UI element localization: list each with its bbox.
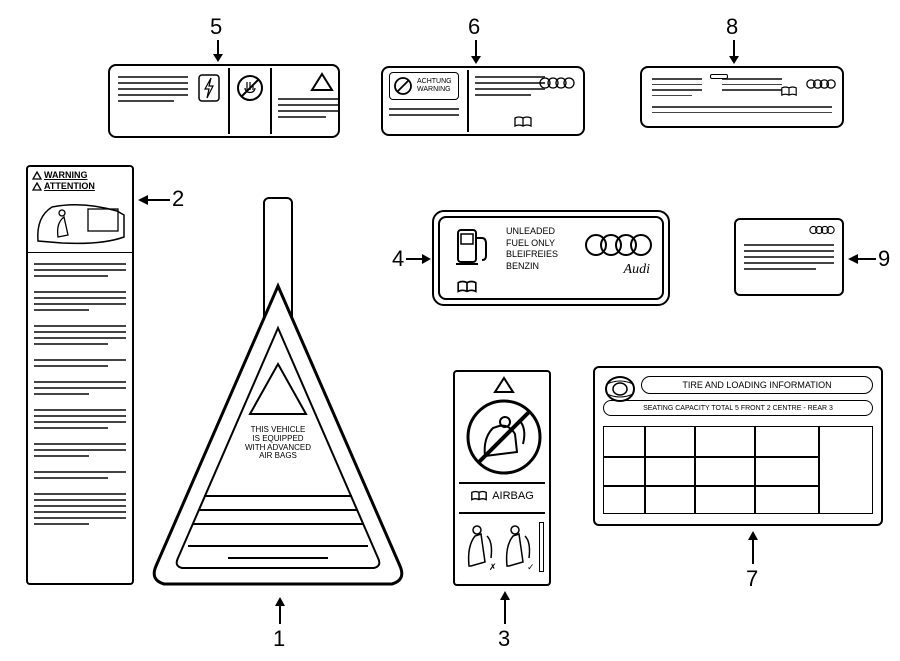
label-1-triangle bbox=[148, 196, 408, 594]
callout-6: 6 bbox=[468, 14, 480, 40]
callout-4: 4 bbox=[392, 246, 404, 272]
audi-rings-icon bbox=[539, 76, 575, 90]
label-5 bbox=[108, 64, 340, 138]
tire-seating: SEATING CAPACITY TOTAL 5 FRONT 2 CENTRE … bbox=[603, 400, 873, 416]
seat-diagram-right-icon: ✓ bbox=[501, 522, 535, 572]
bolt-icon bbox=[198, 74, 220, 102]
callout-5: 5 bbox=[210, 14, 222, 40]
book-icon bbox=[456, 280, 478, 294]
audi-rings-icon bbox=[808, 225, 836, 235]
label-7: TIRE AND LOADING INFORMATION SEATING CAP… bbox=[593, 366, 883, 526]
book-icon bbox=[513, 116, 533, 128]
warning-triangle-icon bbox=[310, 72, 334, 92]
fuel-l2: FUEL ONLY bbox=[506, 238, 558, 250]
svg-text:✗: ✗ bbox=[489, 562, 497, 572]
no-touch-icon bbox=[236, 74, 264, 102]
audi-rings-icon bbox=[806, 78, 836, 90]
label-9 bbox=[734, 218, 844, 296]
arrow-7 bbox=[746, 530, 760, 564]
svg-text:✓: ✓ bbox=[527, 562, 535, 572]
arrow-4 bbox=[406, 252, 432, 266]
fuel-text: UNLEADED FUEL ONLY BLEIFREIES BENZIN bbox=[506, 226, 558, 273]
arrow-3 bbox=[498, 590, 512, 624]
arrow-6 bbox=[469, 40, 483, 66]
audi-rings-icon bbox=[584, 232, 654, 258]
arrow-2 bbox=[136, 193, 170, 207]
fuel-l3: BLEIFREIES bbox=[506, 249, 558, 261]
prohibit-icon bbox=[393, 76, 413, 96]
airbag-line4: AIR BAGS bbox=[240, 452, 316, 461]
audi-wordmark: Audi bbox=[624, 262, 650, 278]
warning-triangle-icon bbox=[32, 182, 42, 191]
callout-1: 1 bbox=[273, 626, 285, 652]
attention-text: ATTENTION bbox=[44, 181, 95, 191]
tire-table bbox=[603, 426, 819, 514]
airbag-label: AIRBAG bbox=[492, 490, 534, 502]
airbag-triangle-text: THIS VEHICLE IS EQUIPPED WITH ADVANCED A… bbox=[240, 426, 316, 461]
tire-side-box bbox=[819, 426, 873, 514]
arrow-9 bbox=[846, 252, 876, 266]
tire-title: TIRE AND LOADING INFORMATION bbox=[641, 376, 873, 394]
arrow-8 bbox=[727, 40, 741, 66]
label-3: AIRBAG ✗ ✓ bbox=[453, 370, 551, 586]
book-icon bbox=[780, 86, 798, 97]
fuel-pump-icon bbox=[454, 226, 488, 266]
fuel-l1: UNLEADED bbox=[506, 226, 558, 238]
warning-triangle-icon bbox=[32, 171, 42, 180]
no-childseat-icon bbox=[465, 398, 543, 476]
callout-8: 8 bbox=[726, 14, 738, 40]
callout-7: 7 bbox=[746, 566, 758, 592]
achtung-text: ACHTUNG bbox=[417, 78, 452, 86]
warning-text: WARNING bbox=[44, 170, 88, 180]
arrow-1 bbox=[273, 596, 287, 624]
label-6: ACHTUNG WARNING bbox=[381, 66, 585, 136]
callout-2: 2 bbox=[172, 186, 184, 212]
callout-9: 9 bbox=[878, 246, 890, 272]
car-seat-diagram-icon bbox=[32, 197, 130, 249]
fuel-l4: BENZIN bbox=[506, 261, 558, 273]
label-8 bbox=[640, 66, 844, 128]
callout-3: 3 bbox=[498, 626, 510, 652]
label-4: UNLEADED FUEL ONLY BLEIFREIES BENZIN Aud… bbox=[432, 210, 670, 306]
arrow-5 bbox=[211, 40, 225, 64]
warning-triangle-icon bbox=[493, 376, 515, 394]
label-2: WARNING ATTENTION bbox=[26, 165, 134, 585]
seat-diagram-left-icon: ✗ bbox=[463, 522, 497, 572]
book-icon bbox=[470, 490, 488, 502]
warning-de-text: WARNING bbox=[417, 86, 452, 94]
